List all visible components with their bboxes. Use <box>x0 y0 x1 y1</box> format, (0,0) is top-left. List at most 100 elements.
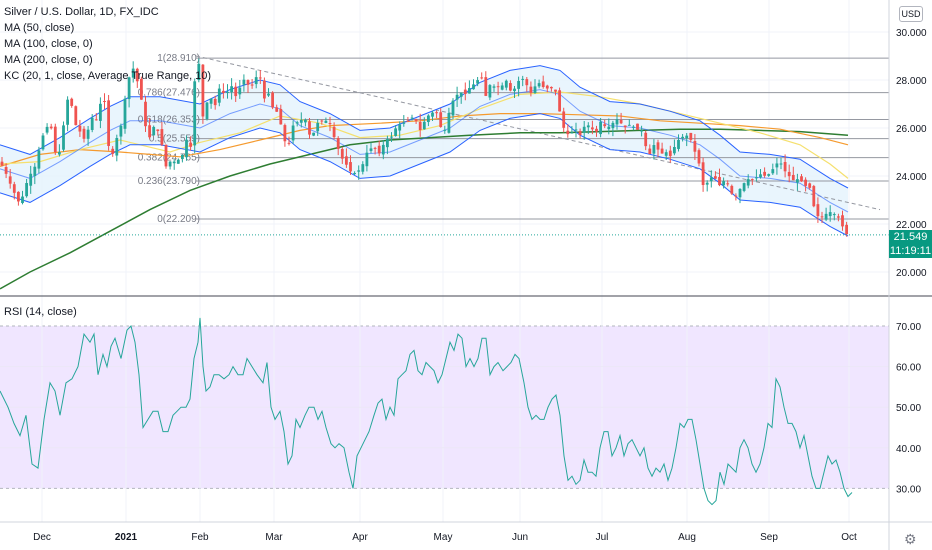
candle-body <box>541 81 545 88</box>
candle-body <box>763 171 766 176</box>
candle-body <box>558 90 561 112</box>
candle-body <box>267 93 270 96</box>
candle-body <box>566 130 570 135</box>
candle-body <box>472 84 475 90</box>
candle-body <box>181 154 184 160</box>
candle-body <box>709 177 713 182</box>
candle-body <box>632 126 635 128</box>
candle-body <box>402 122 406 124</box>
candle-body <box>533 86 537 94</box>
candle-body <box>525 79 529 86</box>
candle-body <box>33 166 37 177</box>
candle-body <box>275 107 279 112</box>
candle-body <box>320 120 324 122</box>
time-tick-label: Aug <box>678 532 696 543</box>
candle-body <box>578 131 582 135</box>
candle-body <box>230 86 233 93</box>
candle-body <box>595 128 598 132</box>
candle-body <box>82 128 86 139</box>
candle-body <box>771 169 775 174</box>
candle-body <box>648 148 652 155</box>
candle-body <box>283 125 287 142</box>
candle-body <box>623 125 627 128</box>
candle-body <box>800 176 803 182</box>
rsi-tick-label: 70.00 <box>896 322 921 333</box>
candle-body <box>62 125 65 150</box>
candle-body <box>759 174 762 178</box>
candle-body <box>820 216 824 218</box>
candle-body <box>673 147 676 154</box>
candle-body <box>164 144 168 167</box>
candle-body <box>656 142 660 150</box>
candle-body <box>443 129 447 131</box>
ma100-indicator-label[interactable]: MA (100, close, 0) <box>4 38 93 50</box>
candle-body <box>685 135 689 139</box>
candle-body <box>176 159 180 164</box>
candle-body <box>328 123 332 125</box>
fib-level-label: 0.5(25.559) <box>149 134 200 145</box>
fib-level-label: 0.236(23.790) <box>138 176 200 187</box>
candle-body <box>369 148 373 151</box>
candle-body <box>250 84 254 86</box>
price-tick-label: 24.000 <box>896 172 927 183</box>
candle-body <box>123 98 127 129</box>
settings-gear-icon[interactable]: ⚙ <box>904 531 917 547</box>
candle-body <box>406 120 410 122</box>
candle-body <box>238 87 242 95</box>
rsi-tick-label: 30.00 <box>896 484 921 495</box>
candle-body <box>414 119 418 122</box>
candle-body <box>168 161 172 167</box>
kc-lower-line <box>0 113 849 237</box>
rsi-tick-label: 50.00 <box>896 403 921 414</box>
candle-body <box>664 152 668 156</box>
candle-body <box>94 119 98 121</box>
candle-body <box>0 161 4 166</box>
candle-body <box>726 183 730 185</box>
candle-body <box>545 85 549 89</box>
candle-body <box>529 86 533 93</box>
candle-body <box>705 182 709 185</box>
candle-body <box>185 139 188 158</box>
candle-body <box>636 123 639 130</box>
candle-body <box>111 148 115 154</box>
candle-body <box>484 77 488 96</box>
candle-body <box>783 162 787 172</box>
candle-body <box>222 90 225 93</box>
candle-body <box>49 126 53 129</box>
candle-body <box>550 86 553 89</box>
candle-body <box>144 101 147 127</box>
candle-body <box>340 149 344 159</box>
candle-body <box>390 136 393 138</box>
candle-body <box>455 94 459 100</box>
candle-body <box>12 184 16 193</box>
candle-body <box>140 78 143 100</box>
candle-body <box>521 78 525 80</box>
candle-body <box>787 171 791 177</box>
candle-body <box>345 156 348 165</box>
candle-body <box>537 83 541 87</box>
ma200-indicator-label[interactable]: MA (200, close, 0) <box>4 54 93 66</box>
time-tick-label: 2021 <box>115 532 138 543</box>
candle-body <box>701 162 705 185</box>
candle-body <box>213 98 217 106</box>
rsi-indicator-label[interactable]: RSI (14, close) <box>4 306 77 318</box>
candle-body <box>205 102 209 119</box>
currency-button[interactable]: USD <box>899 6 923 22</box>
candle-body <box>468 88 471 94</box>
candle-body <box>718 176 721 186</box>
candle-body <box>66 99 69 125</box>
kc-indicator-label[interactable]: KC (20, 1, close, Average True Range, 10… <box>4 70 212 82</box>
candle-body <box>353 173 356 175</box>
candle-body <box>689 132 693 140</box>
rsi-line <box>0 317 853 506</box>
candle-body <box>308 121 311 135</box>
ma50-indicator-label[interactable]: MA (50, close) <box>4 22 75 34</box>
candle-body <box>295 122 299 124</box>
candle-body <box>619 119 623 124</box>
candle-body <box>451 100 455 116</box>
candle-body <box>746 179 750 186</box>
candle-body <box>586 125 590 128</box>
chart-title: Silver / U.S. Dollar, 1D, FX_IDC <box>4 6 159 18</box>
candle-body <box>189 142 192 147</box>
